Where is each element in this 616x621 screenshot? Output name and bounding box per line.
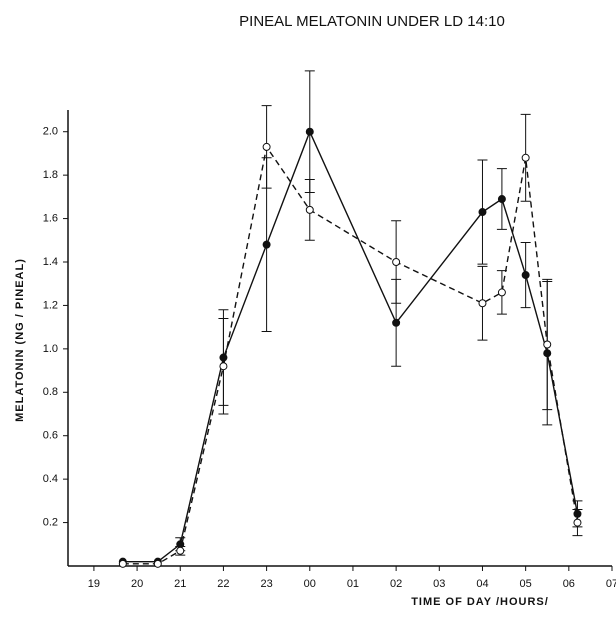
x-tick-label: 05 [520,578,532,590]
x-axis-label: TIME OF DAY /HOURS/ [411,596,549,608]
y-tick-label: 1.2 [43,299,58,311]
x-tick-label: 21 [174,578,186,590]
y-tick-label: 0.6 [43,430,58,442]
y-tick-label: 0.8 [43,386,58,398]
data-point [392,318,401,327]
data-point [262,240,271,249]
data-point [219,362,228,371]
data-point [305,205,314,214]
data-point [305,127,314,136]
y-tick-label: 0.2 [43,516,58,528]
y-tick-label: 1.8 [43,169,58,181]
x-tick-label: 07 [606,578,616,590]
data-point [497,288,506,297]
series-line [122,145,579,565]
series-line [122,129,579,563]
x-tick-label: 23 [260,578,272,590]
data-point [118,559,127,568]
data-point [392,258,401,266]
y-tick-label: 0.4 [43,473,58,485]
data-point [153,559,162,568]
x-tick-label: 02 [390,578,402,590]
x-tick-label: 04 [476,578,488,590]
y-axis-label: MELATONIN (NG / PINEAL) [14,258,26,422]
x-tick-label: 03 [433,578,445,590]
x-tick-label: 19 [88,578,100,590]
y-tick-label: 1.6 [43,212,58,224]
data-point [521,271,530,280]
x-tick-label: 22 [217,578,229,590]
data-point [262,142,271,151]
data-point [521,153,530,162]
chart-title: PINEAL MELATONIN UNDER LD 14:10 [239,13,505,30]
data-point [478,208,487,217]
x-tick-label: 20 [131,578,143,590]
y-tick-label: 1.4 [43,256,58,268]
x-tick-label: 01 [347,578,359,590]
data-point [543,340,552,349]
data-point [176,546,185,555]
y-tick-label: 1.0 [43,343,58,355]
y-tick-label: 2.0 [43,126,58,138]
data-point [478,299,487,308]
x-tick-label: 06 [563,578,575,590]
data-point [573,518,582,527]
x-tick-label: 00 [304,578,316,590]
data-point [497,195,506,204]
